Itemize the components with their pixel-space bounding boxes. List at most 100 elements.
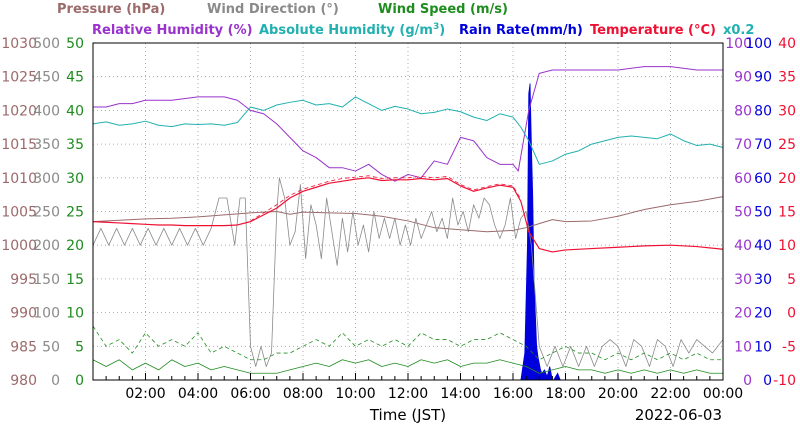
tick-label-wind-speed: 25 xyxy=(66,205,84,221)
tick-label-temperature: 10 xyxy=(778,238,796,254)
tick-label-humidity: 50 xyxy=(734,205,752,221)
tick-label-temperature: 25 xyxy=(778,137,796,153)
tick-label-humidity: 90 xyxy=(734,70,752,86)
tick-label-pressure: 1000 xyxy=(1,238,37,254)
tick-label-rain-rate: 60 xyxy=(754,171,772,187)
tick-label-pressure: 980 xyxy=(10,373,37,389)
series-pressure-hpa xyxy=(92,196,724,233)
x-tick-label: 04:00 xyxy=(178,386,218,402)
tick-label-temperature: 40 xyxy=(778,36,796,52)
tick-label-wind-direction: 150 xyxy=(33,272,60,288)
tick-label-temperature: 35 xyxy=(778,70,796,86)
tick-label-temperature: 5 xyxy=(787,272,796,288)
tick-label-wind-speed: 30 xyxy=(66,171,84,187)
left-axes: 1030102510201015101010051000995990985980… xyxy=(1,36,84,389)
series-relative-humidity xyxy=(93,66,723,182)
tick-label-temperature: -10 xyxy=(773,373,796,389)
tick-label-rain-rate: 20 xyxy=(754,306,772,322)
tick-label-wind-direction: 50 xyxy=(42,339,60,355)
tick-label-humidity: 0 xyxy=(743,373,752,389)
tick-label-wind-speed: 40 xyxy=(66,103,84,119)
plot-area xyxy=(92,42,724,381)
tick-label-wind-direction: 200 xyxy=(33,238,60,254)
x-tick-label: 18:00 xyxy=(545,386,585,402)
tick-label-wind-speed: 5 xyxy=(75,339,84,355)
tick-label-rain-rate: 10 xyxy=(754,339,772,355)
tick-label-wind-speed: 0 xyxy=(75,373,84,389)
tick-label-pressure: 1005 xyxy=(1,205,37,221)
tick-label-wind-speed: 10 xyxy=(66,306,84,322)
x-tick-label: 12:00 xyxy=(388,386,428,402)
tick-label-pressure: 985 xyxy=(10,339,37,355)
tick-label-wind-speed: 45 xyxy=(66,70,84,86)
legend-temperature: Temperature (°C) xyxy=(590,23,716,38)
x-tick-label: 16:00 xyxy=(493,386,533,402)
series-temperature-dew-c xyxy=(250,175,522,222)
tick-label-temperature: 20 xyxy=(778,171,796,187)
tick-label-rain-rate: 100 xyxy=(745,36,772,52)
tick-label-pressure: 1010 xyxy=(1,171,37,187)
legend-absolute-humidity-close: ) xyxy=(439,23,445,38)
tick-label-wind-direction: 400 xyxy=(33,103,60,119)
tick-label-rain-rate: 90 xyxy=(754,70,772,86)
x-tick-label: 10:00 xyxy=(335,386,375,402)
tick-label-rain-rate: 40 xyxy=(754,238,772,254)
tick-label-wind-speed: 50 xyxy=(66,36,84,52)
x-tick-label: 02:00 xyxy=(125,386,165,402)
legend-rain-rate: Rain Rate(mm/h) xyxy=(459,23,583,38)
legend-wind-speed: Wind Speed (m/s) xyxy=(378,2,508,17)
tick-label-humidity: 40 xyxy=(734,238,752,254)
x-tick-label: 08:00 xyxy=(283,386,323,402)
tick-label-wind-direction: 450 xyxy=(33,70,60,86)
legend-relative-humidity: Relative Humidity (%) xyxy=(92,23,253,38)
tick-label-rain-rate: 0 xyxy=(763,373,772,389)
tick-label-temperature: 30 xyxy=(778,103,796,119)
tick-label-wind-speed: 20 xyxy=(66,238,84,254)
legend-pressure: Pressure (hPa) xyxy=(57,2,165,17)
x-tick-label: 22:00 xyxy=(650,386,690,402)
tick-label-wind-direction: 100 xyxy=(33,306,60,322)
tick-label-pressure: 1030 xyxy=(1,36,37,52)
tick-label-pressure: 995 xyxy=(10,272,37,288)
tick-label-humidity: 10 xyxy=(734,339,752,355)
x-tick-label: 06:00 xyxy=(230,386,270,402)
tick-label-pressure: 1025 xyxy=(1,70,37,86)
tick-label-temperature: 0 xyxy=(787,306,796,322)
tick-label-humidity: 20 xyxy=(734,306,752,322)
tick-label-rain-rate: 70 xyxy=(754,137,772,153)
tick-label-temperature: -5 xyxy=(782,339,796,355)
tick-label-humidity: 30 xyxy=(734,272,752,288)
tick-label-wind-speed: 35 xyxy=(66,137,84,153)
tick-label-humidity: 60 xyxy=(734,171,752,187)
series-wind-direction xyxy=(92,177,724,367)
legend-scale-note: x0.2 xyxy=(723,23,754,38)
tick-label-rain-rate: 30 xyxy=(754,272,772,288)
tick-label-wind-direction: 500 xyxy=(33,36,60,52)
series-layer xyxy=(92,66,724,381)
tick-label-pressure: 1020 xyxy=(1,103,37,119)
tick-label-rain-rate: 50 xyxy=(754,205,772,221)
tick-label-pressure: 990 xyxy=(10,306,37,322)
x-axis-title: Time (JST) xyxy=(369,406,446,424)
x-tick-label: 20:00 xyxy=(598,386,638,402)
legend-absolute-humidity-sup: 3 xyxy=(433,22,439,32)
tick-label-wind-speed: 15 xyxy=(66,272,84,288)
tick-label-humidity: 70 xyxy=(734,137,752,153)
grid xyxy=(93,43,723,380)
tick-label-humidity: 80 xyxy=(734,103,752,119)
tick-label-wind-direction: 350 xyxy=(33,137,60,153)
tick-label-rain-rate: 80 xyxy=(754,103,772,119)
tick-label-humidity: 100 xyxy=(725,36,752,52)
legend-absolute-humidity-label: Absolute Humidity (g/m xyxy=(259,23,433,38)
tick-label-pressure: 1015 xyxy=(1,137,37,153)
x-tick-label: 14:00 xyxy=(440,386,480,402)
tick-label-wind-direction: 0 xyxy=(51,373,60,389)
series-absolute-humidity-x0-2-g-m3 xyxy=(92,96,724,165)
x-tick-label: 00:00 xyxy=(703,386,743,402)
x-axis: 02:00 04:00 06:00 08:00 10:00 12:00 14:00 16:00… xyxy=(92,373,743,402)
right-axes: 1009080706050403020100100908070605040302… xyxy=(725,36,796,389)
tick-label-wind-direction: 300 xyxy=(33,171,60,187)
chart-date: 2022-06-03 xyxy=(635,406,722,424)
series-wind-speed-gust-m-s xyxy=(92,325,723,361)
